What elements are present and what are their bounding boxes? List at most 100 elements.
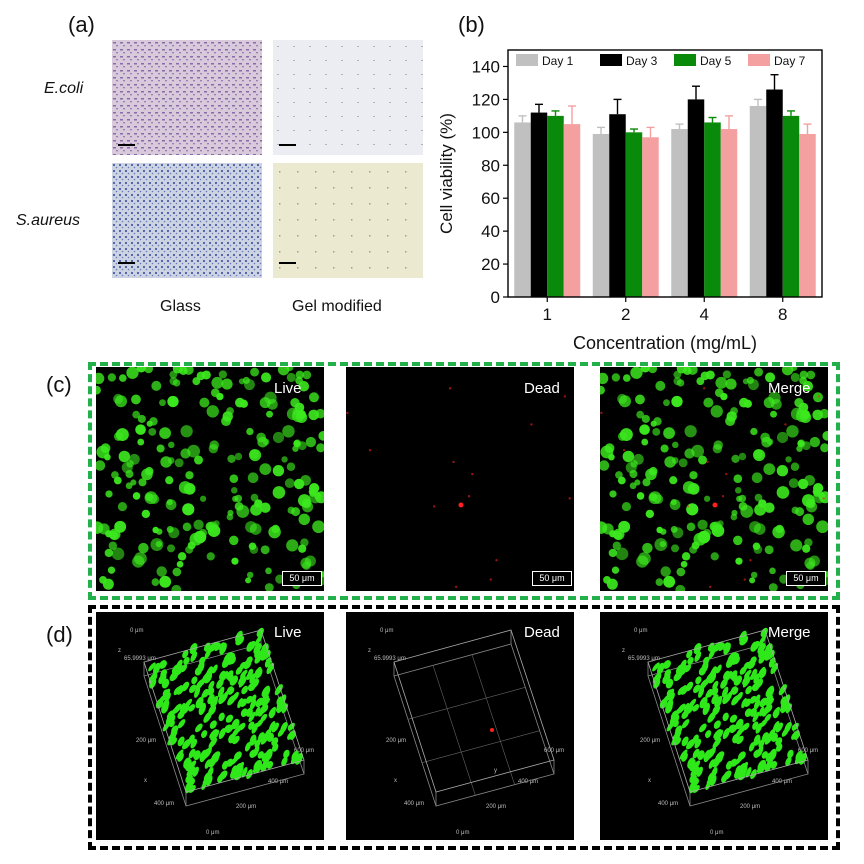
cell-3d <box>681 710 689 719</box>
cell-3d <box>218 728 226 740</box>
live-cell <box>138 478 147 487</box>
live-cell <box>615 547 629 561</box>
live-cell <box>246 571 254 579</box>
cell-3d <box>287 722 295 731</box>
live-cell <box>141 509 151 519</box>
live-cell <box>722 370 732 379</box>
live-cell <box>684 448 695 459</box>
cell-3d <box>189 760 197 770</box>
live-cell <box>227 454 236 463</box>
live-cell <box>669 499 681 511</box>
live-cell <box>769 567 776 575</box>
live-cell <box>726 411 737 422</box>
live-cell <box>159 427 171 439</box>
cell-3d <box>195 723 203 733</box>
dead-cell <box>600 411 603 415</box>
live-cell <box>159 399 166 407</box>
live-cell <box>271 524 280 534</box>
dead-cell <box>706 460 709 464</box>
cell-3d <box>254 706 261 717</box>
live-cell <box>300 474 311 486</box>
live-cell <box>611 566 620 574</box>
panel-c-frame <box>88 362 840 600</box>
cell-3d <box>795 750 803 761</box>
live-cell <box>806 370 816 380</box>
live-cell <box>314 492 321 500</box>
cell-3d <box>752 711 760 723</box>
live-cell <box>765 372 776 383</box>
cell-3d <box>665 678 674 689</box>
legend-swatch <box>516 54 538 66</box>
live-cell <box>794 398 804 408</box>
cell-3d <box>680 665 688 676</box>
live-cell <box>227 509 234 516</box>
scale-bar <box>118 262 135 264</box>
cell-3d <box>723 670 730 680</box>
cell-3d <box>666 688 675 699</box>
cell-3d <box>778 684 787 696</box>
live-cell <box>96 372 105 385</box>
live-cell <box>636 410 644 419</box>
cell-3d <box>257 751 264 759</box>
live-cell <box>802 513 815 526</box>
cell-3d <box>758 739 765 748</box>
live-cells <box>96 367 324 591</box>
live-cell <box>210 388 220 397</box>
cell-3d <box>765 685 774 697</box>
cell-3d <box>681 752 688 762</box>
stack-box-top <box>393 629 555 793</box>
cell-3d <box>687 705 694 714</box>
live-cell <box>641 414 650 423</box>
bar-chart: Cell viability (%) 0 20 40 60 80 100 120 140 1 2 4 8… <box>437 49 823 353</box>
cell-3d <box>712 737 722 749</box>
y-label-600: 600 μm <box>544 748 564 754</box>
cell-3d <box>219 670 226 680</box>
x-tick-label: 2 <box>621 305 630 324</box>
panel-c-label: (c) <box>46 372 72 397</box>
live-cell <box>671 544 680 553</box>
y-label-400: 400 μm <box>268 779 288 785</box>
cell-3d <box>211 754 220 764</box>
dead-cell <box>454 585 458 589</box>
y-tick-label: 80 <box>481 156 500 175</box>
live-cell <box>683 367 692 376</box>
live-cell <box>308 392 319 403</box>
live-cell <box>649 493 658 502</box>
dead-cell <box>721 495 725 498</box>
dead-cell <box>725 472 728 476</box>
cell-3d <box>260 713 268 722</box>
cell-3d <box>768 657 776 668</box>
cell-3d <box>688 698 697 709</box>
cell-3d <box>194 667 202 676</box>
cell-3d <box>257 708 265 717</box>
cell-3d <box>735 765 742 774</box>
live-cell <box>108 541 118 551</box>
dead-cell <box>452 460 455 464</box>
legend-swatch <box>674 54 696 66</box>
cell-3d <box>208 737 218 749</box>
live-cell <box>684 425 697 438</box>
cell-3d <box>188 704 196 712</box>
live-cell <box>796 445 803 452</box>
cell-3d <box>221 760 229 770</box>
cell-3d <box>753 698 761 710</box>
live-cell <box>221 378 233 390</box>
dead-cells <box>346 387 571 589</box>
live-cell <box>96 521 104 534</box>
cell-3d <box>781 727 790 737</box>
cell-3d <box>173 686 181 696</box>
live-cell <box>156 444 165 453</box>
cell-3d <box>245 695 253 704</box>
bar <box>782 115 800 297</box>
live-cell <box>776 465 789 477</box>
cell-3d <box>696 766 703 777</box>
cell-3d <box>730 686 738 694</box>
cell-3d <box>239 661 246 670</box>
live-cell <box>806 501 818 513</box>
live-cell <box>681 552 691 561</box>
live-cell <box>648 367 658 374</box>
cell-3d <box>254 667 263 679</box>
cell-3d <box>191 676 198 685</box>
live-cell <box>246 427 254 436</box>
cell-3d <box>686 649 693 659</box>
